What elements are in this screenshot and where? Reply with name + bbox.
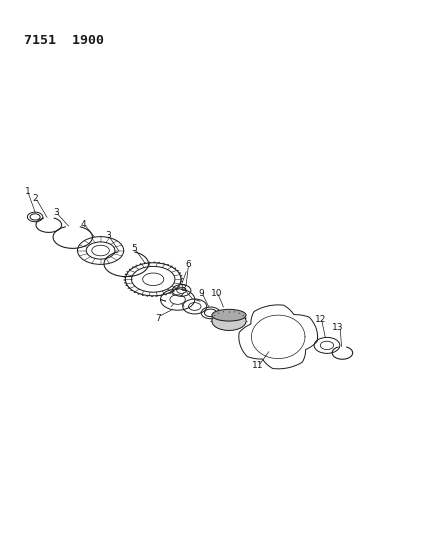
Text: 6: 6 [186,261,192,269]
Ellipse shape [212,312,246,330]
Text: 7151  1900: 7151 1900 [24,34,104,47]
Text: 1: 1 [24,187,30,196]
Text: 11: 11 [253,361,264,370]
Text: 3: 3 [53,208,59,217]
Text: 9: 9 [198,289,204,297]
Text: 7: 7 [155,314,161,322]
Text: 12: 12 [315,315,326,324]
Ellipse shape [212,309,246,321]
Text: 3: 3 [105,231,111,240]
Text: 8: 8 [180,284,186,293]
Text: 13: 13 [333,324,344,332]
Text: 5: 5 [131,245,137,253]
Text: 10: 10 [211,289,222,297]
Text: 2: 2 [33,194,39,203]
Text: 4: 4 [80,220,86,229]
